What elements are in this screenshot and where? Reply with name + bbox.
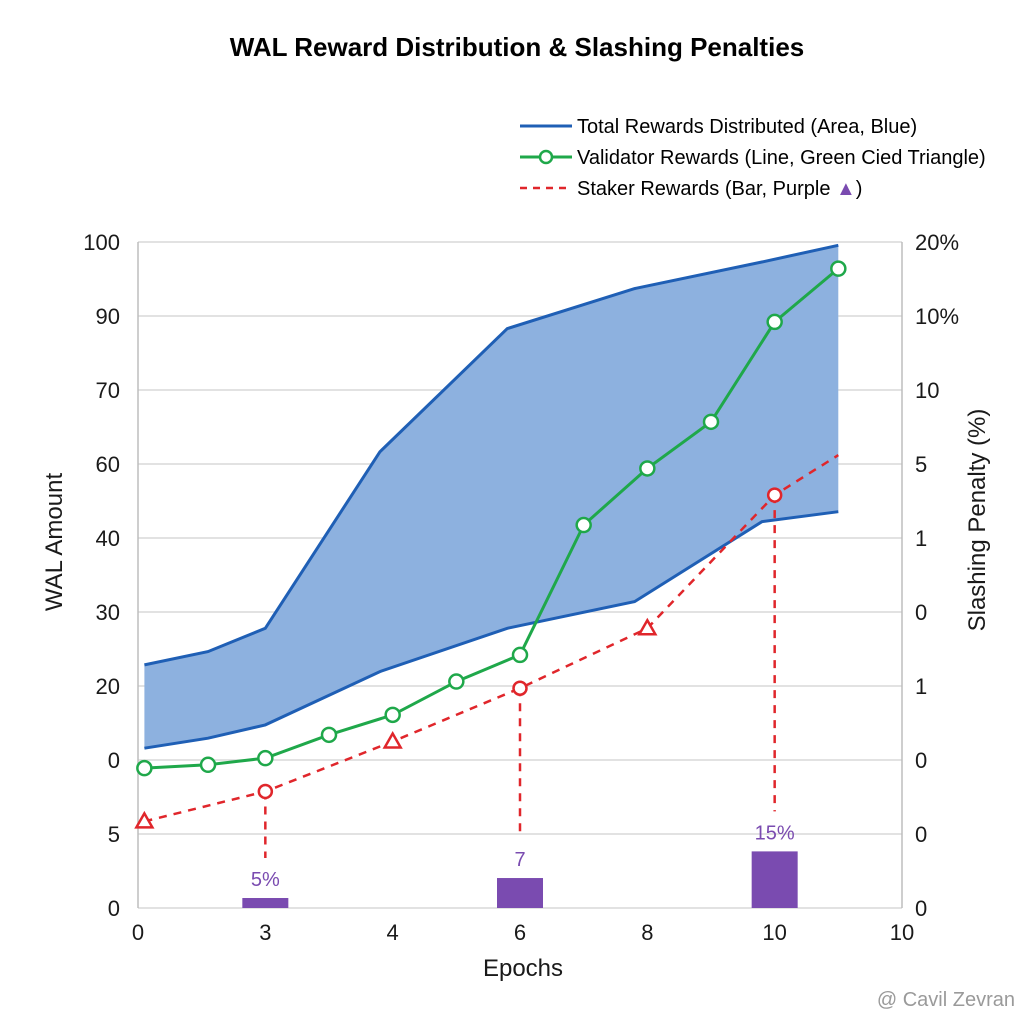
x-tick-label: 3 (259, 920, 271, 945)
y-left-tick-label: 5 (108, 822, 120, 847)
y-left-tick-label: 90 (96, 304, 120, 329)
slashing-bar (242, 898, 289, 908)
y-left-tick-label: 40 (96, 526, 120, 551)
legend-label-staker: Staker Rewards (Bar, Purple ▲) (577, 178, 862, 200)
legend-label-validator: Validator Rewards (Line, Green Cied Tria… (577, 147, 986, 169)
slashing-bar-label: 15% (755, 822, 795, 844)
y-left-tick-label: 100 (83, 230, 120, 255)
y-right-tick-label: 20% (915, 230, 959, 255)
x-tick-label: 4 (387, 920, 399, 945)
y-right-tick-label: 0 (915, 896, 927, 921)
staker-triangle-marker (637, 617, 658, 636)
y-left-tick-label: 20 (96, 674, 120, 699)
y-right-tick-label: 0 (915, 600, 927, 625)
drop-lines (264, 495, 776, 859)
y-left-tick-label: 30 (96, 600, 120, 625)
staker-triangle-marker (382, 730, 403, 749)
x-ticks: 0 3 4 6 8 10 10 (132, 920, 914, 945)
total-rewards-area (144, 245, 839, 749)
total-rewards-upper-line (144, 243, 839, 667)
validator-marker (384, 706, 401, 724)
slashing-bar-label: 7 (514, 849, 525, 871)
validator-marker (702, 413, 720, 431)
y-left-tick-label: 60 (96, 452, 120, 477)
staker-circle-marker (512, 680, 528, 696)
triangle-icon: ▲ (836, 178, 856, 200)
validator-marker (320, 726, 338, 744)
total-rewards-lower-line (144, 510, 839, 750)
y-right-tick-label: 10% (915, 304, 959, 329)
slashing-bar-label: 5% (251, 869, 280, 891)
validator-marker (830, 260, 847, 277)
validator-rewards-line (144, 267, 840, 770)
bars: 5% 7 15% (242, 822, 798, 908)
y-right-tick-label: 10 (915, 378, 939, 403)
legend-marker-validator (538, 149, 554, 165)
x-tick-label: 6 (514, 920, 526, 945)
y-left-tick-label: 70 (96, 378, 120, 403)
staker-circle-marker (766, 487, 783, 503)
validator-marker (448, 673, 465, 690)
validator-markers (136, 260, 847, 777)
x-tick-label: 0 (132, 920, 144, 945)
watermark: @ Cavil Zevran (877, 989, 1015, 1011)
validator-marker (511, 646, 529, 664)
y-right-axis-label: Slashing Penalty (%) (964, 409, 991, 632)
validator-marker (766, 313, 783, 331)
x-tick-label: 8 (641, 920, 653, 945)
validator-marker (199, 756, 217, 774)
validator-marker (639, 460, 656, 477)
chart-title: WAL Reward Distribution & Slashing Penal… (230, 32, 805, 62)
staker-markers (134, 487, 783, 829)
y-right-tick-label: 5 (915, 452, 927, 477)
y-right-tick-label: 0 (915, 748, 927, 773)
x-tick-label: 10 (890, 920, 914, 945)
legend: Total Rewards Distributed (Area, Blue) V… (520, 116, 986, 200)
y-right-tick-label: 1 (915, 674, 927, 699)
slashing-bar (497, 878, 543, 908)
y-right-tick-label: 1 (915, 526, 927, 551)
validator-marker (257, 749, 274, 767)
staker-triangle-marker (134, 810, 155, 829)
slashing-bar (751, 851, 798, 908)
y-left-tick-label: 0 (108, 748, 120, 773)
y-left-ticks: 100 90 70 60 40 30 20 0 5 0 (83, 230, 120, 921)
y-left-tick-label: 0 (108, 896, 120, 921)
staker-circle-marker (257, 783, 274, 800)
x-tick-label: 10 (762, 920, 786, 945)
validator-marker (136, 759, 153, 777)
legend-label-total: Total Rewards Distributed (Area, Blue) (577, 116, 917, 138)
y-left-axis-label: WAL Amount (41, 473, 68, 612)
validator-marker (575, 516, 592, 534)
x-axis-label: Epochs (483, 955, 563, 982)
y-right-tick-label: 0 (915, 822, 927, 847)
